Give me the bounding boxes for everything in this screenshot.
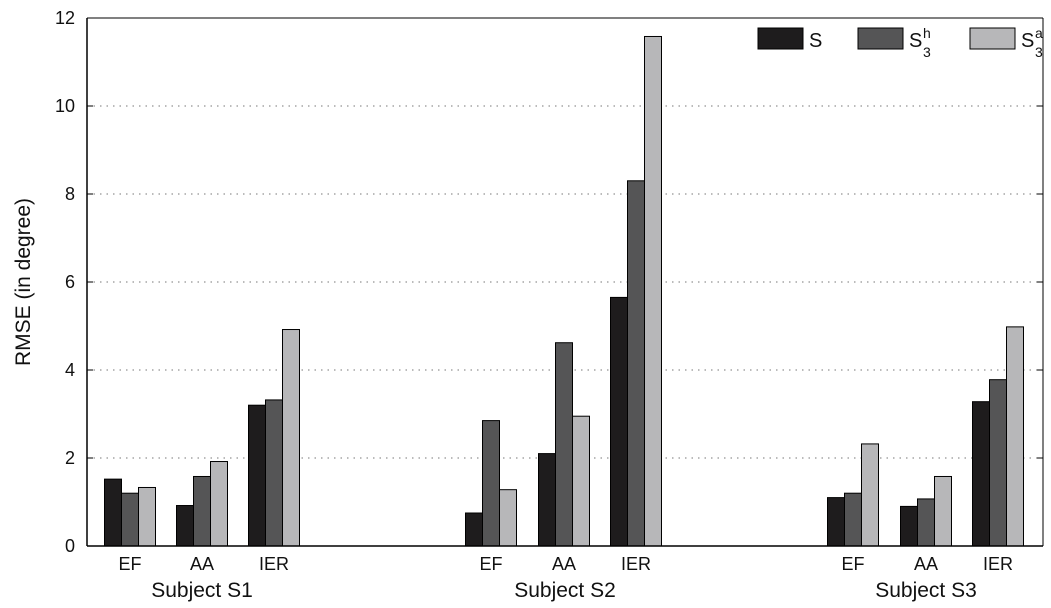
legend-swatch (757, 27, 804, 50)
bar-series-1-item-8 (989, 379, 1007, 547)
bar-series-2-item-6 (861, 443, 879, 547)
bar-series-1-item-2 (265, 399, 283, 547)
legend-label-sup: a (1035, 25, 1043, 41)
y-tick-label: 0 (65, 536, 75, 556)
legend-label-sub: 3 (1035, 44, 1043, 60)
bar-series-1-item-4 (555, 342, 573, 547)
x-tick-label: AA (552, 554, 576, 574)
group-label: Subject S3 (875, 579, 977, 602)
bar-series-0-item-4 (538, 453, 556, 547)
bar-series-0-item-7 (900, 505, 918, 547)
bar-series-0-item-1 (176, 505, 194, 547)
bars (104, 35, 1024, 547)
bar-series-2-item-5 (644, 35, 662, 547)
group-label: Subject S2 (514, 579, 616, 602)
bar-series-1-item-1 (193, 475, 211, 547)
legend-label: S (909, 30, 922, 52)
bar-series-1-item-6 (844, 492, 862, 547)
x-tick-label: EF (118, 554, 141, 574)
legend-label: S (1021, 30, 1034, 52)
x-tick-label: IER (621, 554, 651, 574)
y-tick-label: 2 (65, 448, 75, 468)
axes (86, 17, 1044, 547)
y-tick-label: 6 (65, 272, 75, 292)
bar-series-0-item-6 (827, 497, 845, 547)
y-tick-label: 4 (65, 360, 75, 380)
bar-series-2-item-1 (210, 461, 228, 547)
x-tick-label: AA (190, 554, 214, 574)
group-label: Subject S1 (151, 579, 253, 602)
bar-series-2-item-2 (282, 329, 300, 547)
bar-series-2-item-7 (934, 475, 952, 547)
x-tick-label: IER (259, 554, 289, 574)
bar-series-2-item-8 (1006, 326, 1024, 547)
x-tick-label: EF (479, 554, 502, 574)
bar-series-1-item-0 (121, 492, 139, 547)
y-tick-label: 8 (65, 184, 75, 204)
bar-series-2-item-4 (572, 415, 590, 547)
legend-label-sup: h (923, 25, 931, 41)
bar-series-0-item-5 (610, 296, 628, 547)
bar-series-1-item-7 (917, 498, 935, 547)
bar-series-0-item-2 (248, 404, 266, 547)
legend-label: S (809, 30, 822, 52)
bar-series-0-item-0 (104, 478, 122, 547)
y-tick-label: 12 (55, 8, 75, 28)
x-tick-label: AA (914, 554, 938, 574)
bar-series-2-item-0 (138, 486, 156, 547)
x-tick-label: IER (983, 554, 1013, 574)
y-tick-label: 10 (55, 96, 75, 116)
bar-series-2-item-3 (499, 489, 517, 547)
legend-swatch (969, 27, 1016, 50)
bar-series-1-item-3 (482, 420, 500, 547)
y-axis-title: RMSE (in degree) (12, 198, 35, 366)
bar-series-1-item-5 (627, 180, 645, 547)
legend-label-sub: 3 (923, 44, 931, 60)
legend-swatch (857, 27, 904, 50)
bar-series-0-item-8 (972, 401, 990, 547)
x-tick-label: EF (841, 554, 864, 574)
bar-series-0-item-3 (465, 512, 483, 547)
